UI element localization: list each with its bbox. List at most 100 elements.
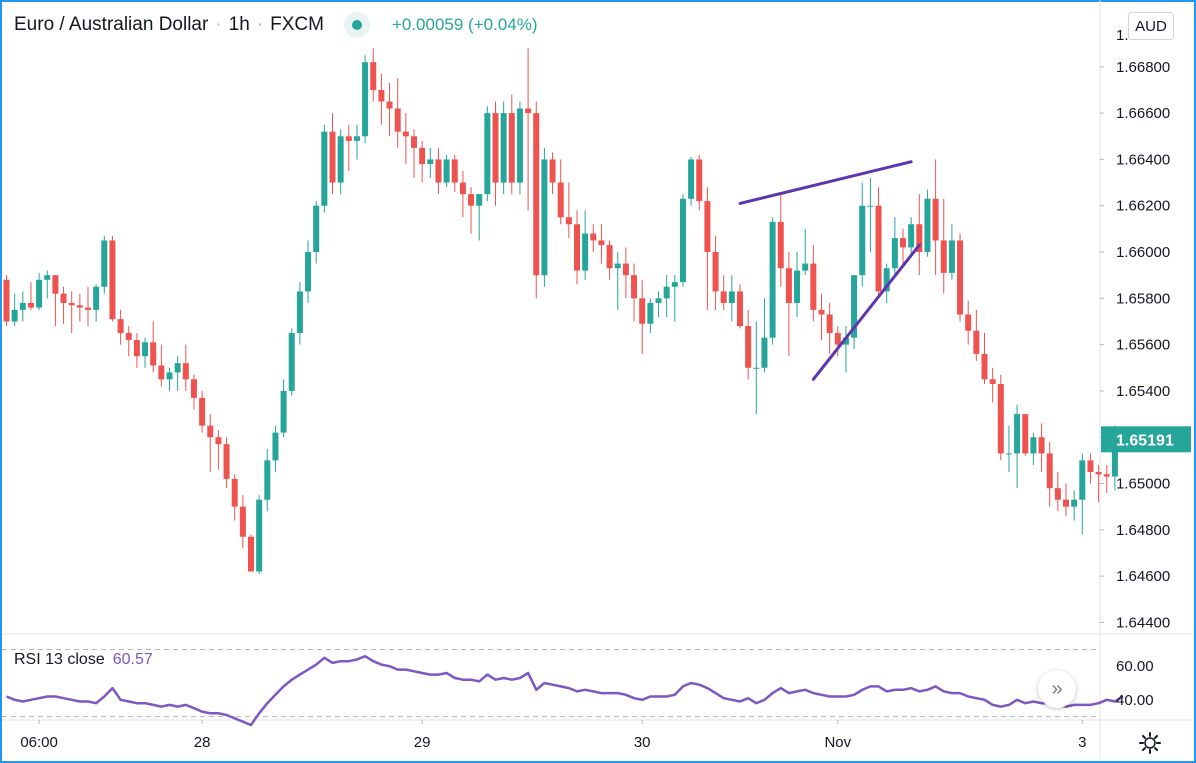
candle-body: [27, 302, 34, 308]
candle-body: [785, 268, 792, 303]
candle-body: [794, 270, 801, 303]
candle-body: [117, 319, 124, 334]
rsi-pane: [2, 648, 1124, 727]
candle-body: [867, 205, 874, 207]
price-tick-label: 1.64800: [1116, 522, 1170, 539]
candle-body: [842, 337, 849, 345]
candle-body: [631, 275, 638, 299]
candle-body: [516, 108, 523, 183]
candle-body: [622, 263, 629, 276]
time-tick-label: 3: [1078, 734, 1086, 751]
candle-body: [280, 390, 287, 433]
time-tick-label: 29: [414, 734, 431, 751]
candle-body: [769, 221, 776, 338]
candle-body: [753, 367, 760, 369]
candle-body: [655, 298, 662, 303]
candle-body: [476, 194, 483, 206]
candle-body: [671, 282, 678, 287]
candle-body: [500, 113, 507, 183]
candle-body: [712, 252, 719, 292]
status-dot-icon: [343, 12, 370, 38]
candle-body: [679, 198, 686, 283]
gear-icon[interactable]: [1138, 731, 1162, 755]
trendlines[interactable]: [738, 160, 921, 381]
candle-body: [614, 263, 621, 269]
double-chevron-right-icon[interactable]: »: [1038, 670, 1076, 708]
candle-body: [370, 62, 377, 90]
price-tick-label: 1.66000: [1116, 244, 1170, 261]
candle-body: [305, 252, 312, 292]
price-tick-label: 1.65800: [1116, 290, 1170, 307]
candle-body: [386, 101, 393, 109]
candle-body: [696, 159, 703, 202]
candle-body: [688, 159, 695, 199]
candle-body: [704, 201, 711, 253]
candle-body: [883, 268, 890, 292]
candle-body: [264, 460, 271, 500]
candle-body: [60, 293, 67, 303]
candle-body: [508, 113, 515, 183]
price-tick-label: 1.66600: [1116, 105, 1170, 122]
symbol-name[interactable]: Euro / Australian Dollar: [14, 14, 209, 35]
candle-body: [1071, 499, 1078, 507]
candle-body: [1038, 437, 1045, 454]
candle-body: [1030, 437, 1037, 454]
candle-body: [101, 240, 108, 287]
exchange-label: FXCM: [270, 14, 324, 35]
candle-body: [826, 314, 833, 334]
candle-body: [948, 240, 955, 273]
candle-body: [190, 379, 197, 398]
price-tick-label: 1.66400: [1116, 151, 1170, 168]
candle-body: [737, 291, 743, 327]
candle-body: [549, 159, 556, 183]
candle-body: [1063, 499, 1069, 507]
candle-body: [11, 309, 18, 322]
candle-body: [761, 337, 768, 368]
chart-header: Euro / Australian Dollar · 1h · FXCM +0.…: [14, 12, 538, 38]
candle-body: [957, 240, 964, 315]
candle-body: [256, 499, 263, 572]
candle-body: [1054, 488, 1061, 500]
rsi-name[interactable]: RSI 13 close: [14, 651, 105, 668]
candle-body: [3, 279, 10, 322]
candle-body: [728, 291, 735, 303]
axes: 1.66800 1.66600 1.66400 1.66200 1.66000 1.658…: [20, 27, 1191, 751]
separator-dot: ·: [215, 14, 222, 35]
candle-body: [1103, 474, 1110, 477]
candle-body: [345, 136, 352, 141]
trendline[interactable]: [738, 160, 913, 205]
candle-body: [989, 379, 996, 384]
candle-body: [166, 372, 173, 380]
candle-body: [598, 240, 605, 246]
trendline[interactable]: [811, 243, 921, 381]
rsi-line: [6, 654, 1124, 727]
rsi-legend: RSI 13 close 60.57: [14, 651, 153, 669]
candle-body: [810, 263, 817, 310]
candle-body: [834, 333, 841, 345]
candle-body: [891, 238, 898, 269]
candle-body: [459, 182, 466, 195]
time-tick-label: Nov: [824, 734, 851, 751]
candle-body: [150, 342, 157, 366]
candle-body: [378, 89, 385, 102]
time-tick-label: 28: [194, 734, 211, 751]
candle-body: [484, 113, 491, 195]
candle-body: [1079, 460, 1086, 500]
candle-body: [93, 286, 100, 310]
candle-body: [859, 205, 866, 276]
candle-body: [777, 221, 784, 269]
price-tick-label: 1.64600: [1116, 568, 1170, 585]
candle-body: [411, 136, 417, 148]
candle-body: [329, 131, 336, 183]
candle-body: [541, 159, 548, 276]
interval-label[interactable]: 1h: [228, 14, 250, 35]
candle-body: [288, 333, 295, 391]
currency-button[interactable]: AUD: [1128, 12, 1174, 40]
candle-body: [851, 275, 858, 338]
candle-body: [174, 363, 181, 373]
candle-body: [818, 309, 825, 315]
candle-body: [492, 113, 499, 183]
candle-body: [362, 62, 369, 137]
candle-body: [1014, 414, 1021, 454]
